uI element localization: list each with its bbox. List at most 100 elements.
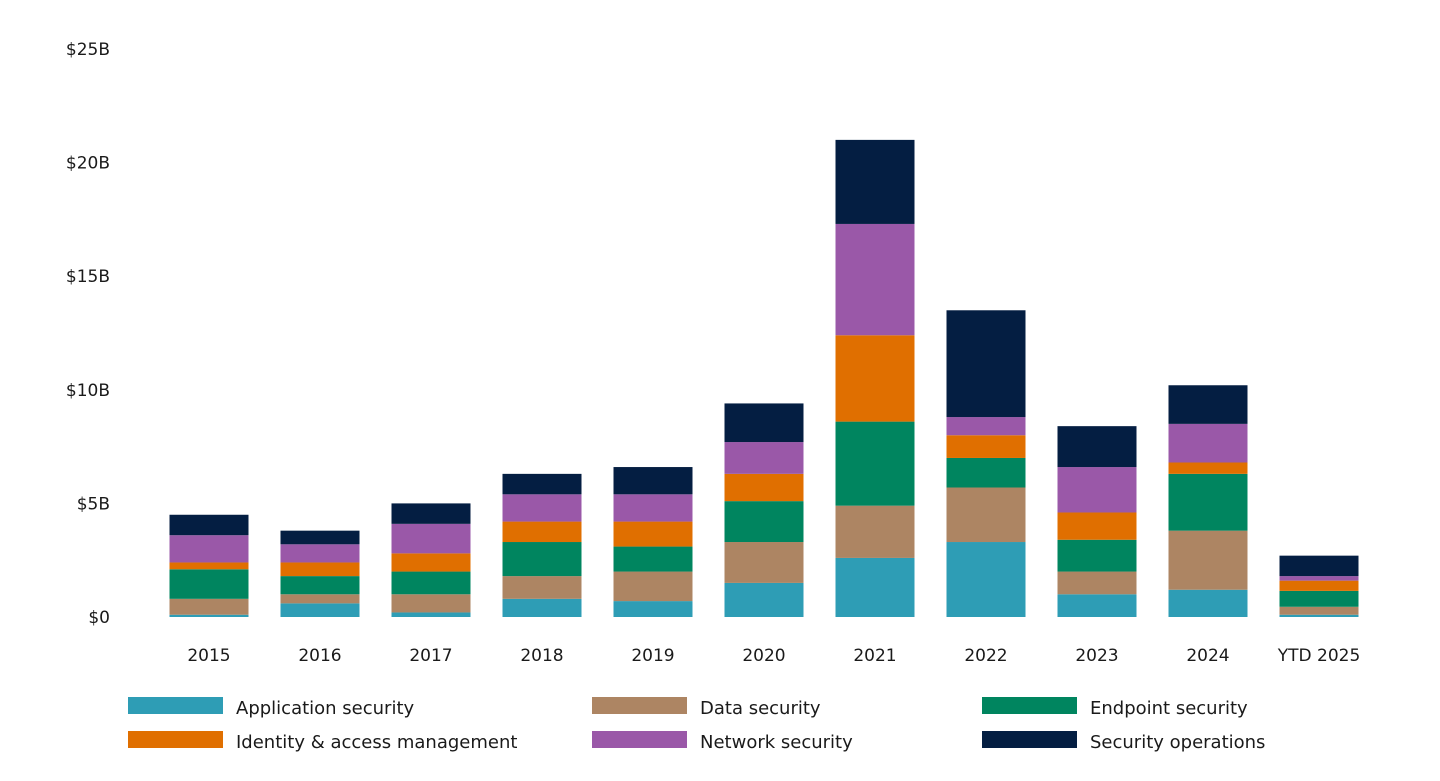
bar-2022-network-security [946, 417, 1026, 436]
bar-2023-application-security [1057, 594, 1137, 617]
bar-ytd-2025-identity-access-management [1279, 580, 1359, 591]
bar-stack-2021 [835, 139, 915, 617]
bar-2024-network-security [1168, 423, 1248, 463]
bar-2024-application-security [1168, 589, 1248, 617]
bar-2015-security-operations [169, 514, 249, 536]
legend-item-identity-access-management: Identity & access management [128, 731, 517, 753]
bar-2019-data-security [613, 571, 693, 602]
x-tick-label: 2019 [631, 646, 674, 666]
bar-2015-application-security [169, 614, 249, 617]
x-tick-label: 2022 [964, 646, 1007, 666]
legend-label: Identity & access management [236, 732, 517, 753]
bar-2017-security-operations [391, 503, 471, 524]
legend: Application security Data security Endpoin… [128, 697, 1265, 753]
bar-2023-network-security [1057, 467, 1137, 513]
bar-ytd-2025-security-operations [1279, 555, 1359, 577]
x-tick-label: YTD 2025 [1277, 646, 1361, 666]
bar-2024-security-operations [1168, 385, 1248, 424]
y-tick-label: $20B [66, 154, 110, 174]
x-tick-label: 2018 [520, 646, 563, 666]
x-tick-label: 2020 [742, 646, 785, 666]
bar-2023-endpoint-security [1057, 539, 1137, 572]
bar-2016-security-operations [280, 530, 360, 545]
bar-2015-network-security [169, 535, 249, 563]
bar-2019-security-operations [613, 467, 693, 495]
legend-label: Security operations [1090, 732, 1265, 753]
y-tick-label: $15B [66, 267, 110, 287]
legend-label: Application security [236, 698, 415, 719]
legend-label: Endpoint security [1090, 698, 1248, 719]
bar-2020-security-operations [724, 403, 804, 443]
bar-stack-2018 [502, 473, 582, 617]
bar-2024-identity-access-management [1168, 462, 1248, 474]
bar-2018-application-security [502, 598, 582, 617]
bar-2017-identity-access-management [391, 553, 471, 572]
bar-2017-data-security [391, 594, 471, 613]
legend-swatch [982, 697, 1077, 714]
bar-2016-identity-access-management [280, 562, 360, 577]
legend-swatch [128, 697, 223, 714]
bar-2023-security-operations [1057, 426, 1137, 468]
bar-2019-endpoint-security [613, 546, 693, 572]
legend-label: Data security [700, 698, 821, 719]
bar-2021-identity-access-management [835, 335, 915, 422]
bar-2020-data-security [724, 542, 804, 583]
bar-2015-identity-access-management [169, 562, 249, 570]
bar-2016-application-security [280, 603, 360, 617]
bar-2022-application-security [946, 542, 1026, 617]
bar-2017-network-security [391, 523, 471, 554]
bar-stack-2015 [169, 514, 249, 617]
legend-swatch [592, 697, 687, 714]
bar-2023-identity-access-management [1057, 512, 1137, 540]
legend-swatch [128, 731, 223, 748]
y-tick-label: $10B [66, 381, 110, 401]
bar-2015-endpoint-security [169, 569, 249, 599]
bar-2018-identity-access-management [502, 521, 582, 543]
bar-2022-data-security [946, 487, 1026, 543]
y-tick-label: $5B [77, 494, 110, 514]
bar-2019-application-security [613, 601, 693, 617]
legend-label: Network security [700, 732, 853, 753]
bar-2019-identity-access-management [613, 521, 693, 547]
bar-2021-network-security [835, 223, 915, 336]
bar-2021-endpoint-security [835, 421, 915, 506]
bar-2016-network-security [280, 544, 360, 563]
x-tick-label: 2023 [1075, 646, 1118, 666]
bar-2020-network-security [724, 442, 804, 474]
bar-stack-2023 [1057, 426, 1137, 617]
bar-2015-data-security [169, 598, 249, 615]
bar-stack-2017 [391, 503, 471, 617]
bar-2022-endpoint-security [946, 457, 1026, 488]
bar-stack-2022 [946, 310, 1026, 617]
bar-2016-endpoint-security [280, 576, 360, 595]
bar-2019-network-security [613, 494, 693, 522]
bar-stack-2024 [1168, 385, 1248, 617]
legend-item-data-security: Data security [592, 697, 821, 719]
bar-2020-endpoint-security [724, 501, 804, 543]
legend-swatch [592, 731, 687, 748]
bar-stack-2016 [280, 530, 360, 617]
bar-2021-security-operations [835, 139, 915, 224]
bar-2022-identity-access-management [946, 435, 1026, 458]
legend-item-security-operations: Security operations [982, 731, 1265, 753]
bar-2017-endpoint-security [391, 571, 471, 595]
legend-swatch [982, 731, 1077, 748]
bar-stack-2020 [724, 403, 804, 617]
x-tick-label: 2015 [187, 646, 230, 666]
bar-stack-ytd-2025 [1279, 555, 1359, 617]
bar-stack-2019 [613, 467, 693, 617]
bar-ytd-2025-network-security [1279, 576, 1359, 581]
bar-ytd-2025-data-security [1279, 606, 1359, 615]
legend-item-network-security: Network security [592, 731, 853, 753]
bar-2018-data-security [502, 576, 582, 599]
y-tick-label: $0 [88, 608, 110, 628]
legend-item-endpoint-security: Endpoint security [982, 697, 1248, 719]
bar-2023-data-security [1057, 571, 1137, 595]
bar-ytd-2025-application-security [1279, 614, 1359, 617]
legend-item-application-security: Application security [128, 697, 415, 719]
y-tick-label: $25B [66, 40, 110, 60]
x-tick-label: 2016 [298, 646, 341, 666]
bar-2022-security-operations [946, 310, 1026, 418]
bar-2024-endpoint-security [1168, 473, 1248, 531]
